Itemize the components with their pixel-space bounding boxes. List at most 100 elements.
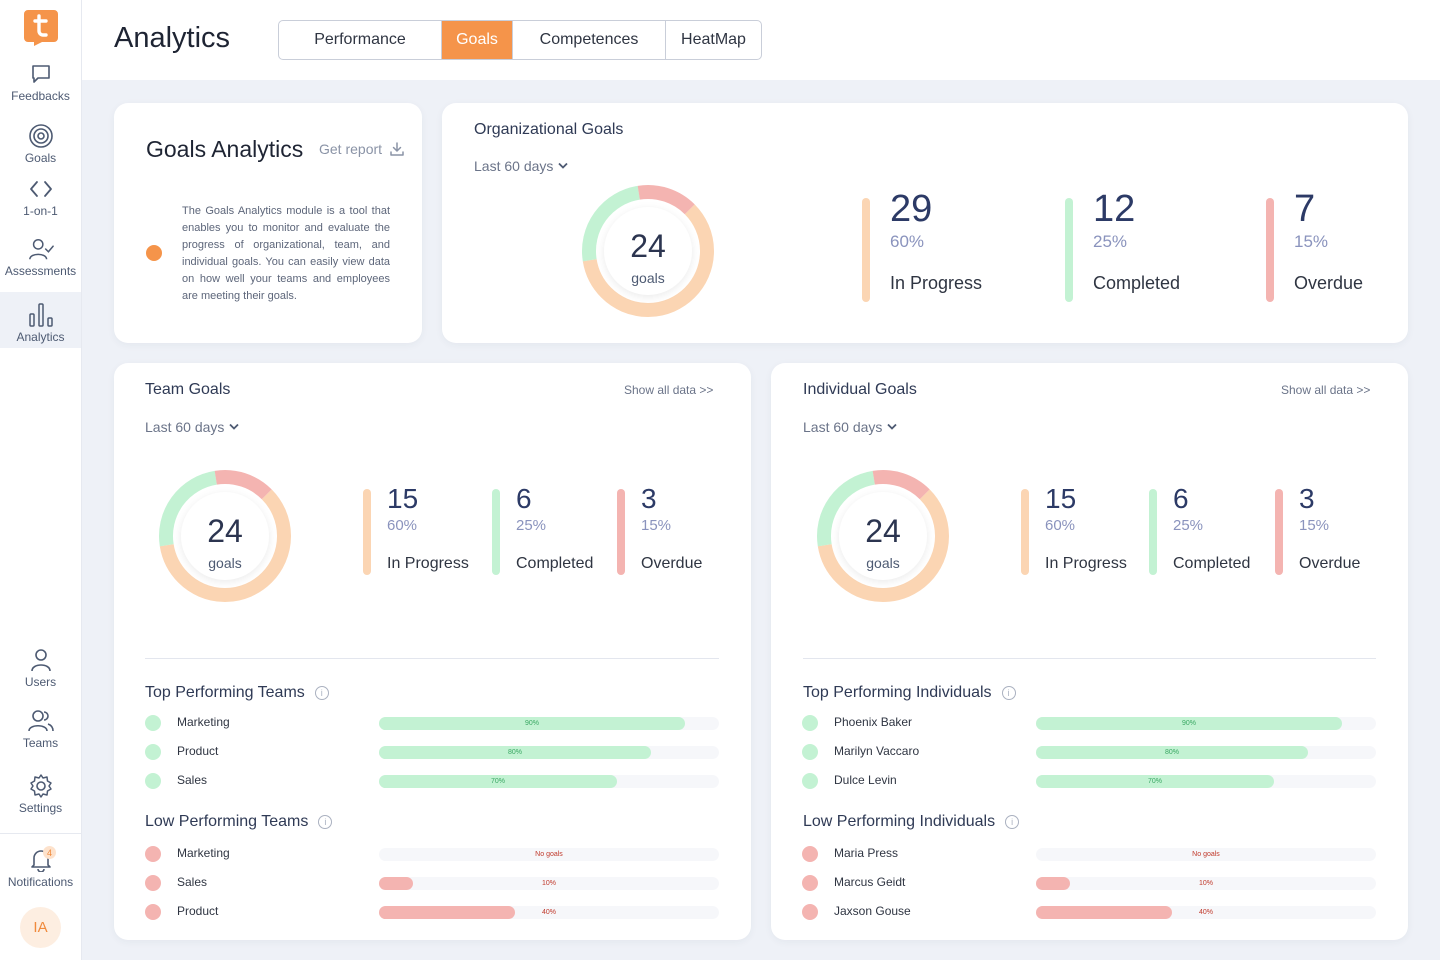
status-dot: [145, 744, 161, 760]
stat-value: 6: [516, 483, 532, 514]
progress-track: 40%: [379, 906, 719, 919]
list-item[interactable]: Sales 70%: [145, 772, 721, 790]
progress-fill: [379, 746, 651, 759]
stat-completed: 6 25% Completed: [492, 483, 612, 575]
stat-in-progress: 29 60% In Progress: [862, 188, 1012, 302]
period-dropdown[interactable]: Last 60 days: [474, 158, 569, 174]
progress-fill: [379, 906, 515, 919]
progress-label: 80%: [507, 749, 522, 756]
progress-track: 70%: [379, 775, 719, 788]
show-all-data-link[interactable]: Show all data >>: [624, 383, 714, 397]
code-brackets-icon: [28, 176, 54, 202]
info-icon[interactable]: i: [314, 686, 329, 700]
list-item[interactable]: Maria Press No goals: [802, 845, 1378, 863]
sidebar-item-teams[interactable]: Teams: [0, 698, 81, 754]
get-report-button[interactable]: Get report: [319, 141, 404, 157]
chevron-down-icon: [558, 162, 569, 169]
stat-label: Completed: [516, 555, 594, 572]
list-item[interactable]: Marcus Geidt 10%: [802, 874, 1378, 892]
tab-performance[interactable]: Performance: [279, 21, 442, 59]
sidebar-item-label: Teams: [22, 736, 59, 750]
donut-chart: [582, 185, 714, 317]
stat-label: In Progress: [1045, 555, 1127, 572]
stat-percent: 25%: [516, 517, 547, 534]
progress-label: No goals: [535, 851, 563, 858]
list-item[interactable]: Phoenix Baker 90%: [802, 714, 1378, 732]
info-icon[interactable]: i: [1005, 815, 1020, 829]
progress-track: 10%: [1036, 877, 1376, 890]
info-icon[interactable]: i: [318, 815, 333, 829]
sidebar-item-label: Notifications: [7, 875, 74, 889]
sidebar-item-feedbacks[interactable]: Feedbacks: [0, 51, 81, 107]
list-item[interactable]: Dulce Levin 70%: [802, 772, 1378, 790]
progress-track: No goals: [379, 848, 719, 861]
progress-fill: [1036, 906, 1172, 919]
stat-overdue: 3 15% Overdue: [617, 483, 727, 575]
stat-color-bar: [1266, 198, 1274, 302]
period-dropdown[interactable]: Last 60 days: [145, 419, 240, 435]
top-performing-title: Top Performing Teams i: [145, 684, 329, 702]
tab-heatmap[interactable]: HeatMap: [681, 31, 746, 48]
progress-label: No goals: [1192, 851, 1220, 858]
stat-color-bar: [1149, 489, 1157, 575]
progress-label: 90%: [1181, 720, 1196, 727]
stat-label: In Progress: [890, 273, 983, 293]
list-item[interactable]: Sales 10%: [145, 874, 721, 892]
low-performing-label: Low Performing Teams: [145, 813, 309, 830]
stat-label: Overdue: [641, 555, 703, 572]
tab-bar: Performance Goals Competences HeatMap: [278, 20, 762, 60]
list-item[interactable]: Marilyn Vaccaro 80%: [802, 743, 1378, 761]
section-divider: [145, 658, 719, 659]
list-item-name: Maria Press: [834, 846, 899, 860]
app-logo-icon[interactable]: [24, 10, 58, 46]
sidebar-item-settings[interactable]: Settings: [0, 763, 81, 819]
sidebar-item-analytics[interactable]: Analytics: [0, 292, 81, 348]
period-label: Last 60 days: [803, 419, 883, 435]
sidebar-item-assessments[interactable]: Assessments: [0, 226, 81, 282]
stat-percent: 60%: [1045, 517, 1076, 534]
top-performing-label: Top Performing Individuals: [803, 684, 992, 701]
status-dot: [145, 773, 161, 789]
info-icon[interactable]: i: [1001, 686, 1016, 700]
stat-value: 7: [1294, 188, 1316, 230]
individual-goals-donut: 24 goals: [814, 467, 952, 605]
sidebar-item-users[interactable]: Users: [0, 637, 81, 693]
progress-fill: [379, 877, 413, 890]
stat-value: 15: [1045, 483, 1077, 514]
list-item[interactable]: Jaxson Gouse 40%: [802, 903, 1378, 921]
donut-total-label: goals: [631, 270, 665, 286]
target-icon: [28, 123, 54, 149]
sidebar-item-label: Assessments: [4, 264, 77, 278]
stat-percent: 25%: [1093, 232, 1128, 251]
low-performing-label: Low Performing Individuals: [803, 813, 996, 830]
list-item-name: Sales: [177, 773, 208, 787]
show-all-data-link[interactable]: Show all data >>: [1281, 383, 1371, 397]
stat-value: 15: [387, 483, 419, 514]
users-icon: [27, 708, 54, 734]
period-dropdown[interactable]: Last 60 days: [803, 419, 898, 435]
progress-track: 80%: [379, 746, 719, 759]
list-item-name: Marketing: [177, 846, 230, 860]
sidebar-item-label: Settings: [18, 801, 63, 815]
list-item-name: Jaxson Gouse: [834, 904, 911, 918]
stat-overdue: 7 15% Overdue: [1266, 188, 1386, 302]
sidebar-item-1on1[interactable]: 1-on-1: [0, 166, 81, 222]
stat-color-bar: [617, 489, 625, 575]
goals-analytics-title: Goals Analytics: [146, 136, 304, 162]
sidebar-item-goals[interactable]: Goals: [0, 113, 81, 169]
tab-goals[interactable]: Goals: [442, 21, 513, 59]
stat-label: Completed: [1173, 555, 1251, 572]
donut-total: 24: [207, 513, 243, 549]
list-item[interactable]: Product 40%: [145, 903, 721, 921]
progress-track: 80%: [1036, 746, 1376, 759]
stat-value: 6: [1173, 483, 1189, 514]
gear-icon: [28, 773, 54, 799]
list-item[interactable]: Marketing No goals: [145, 845, 721, 863]
tab-competences[interactable]: Competences: [513, 21, 666, 59]
avatar[interactable]: IA: [20, 907, 61, 948]
list-item[interactable]: Product 80%: [145, 743, 721, 761]
status-dot: [145, 904, 161, 920]
sidebar-item-notifications[interactable]: Notifications: [0, 837, 81, 893]
progress-label: 10%: [541, 880, 556, 887]
list-item[interactable]: Marketing 90%: [145, 714, 721, 732]
